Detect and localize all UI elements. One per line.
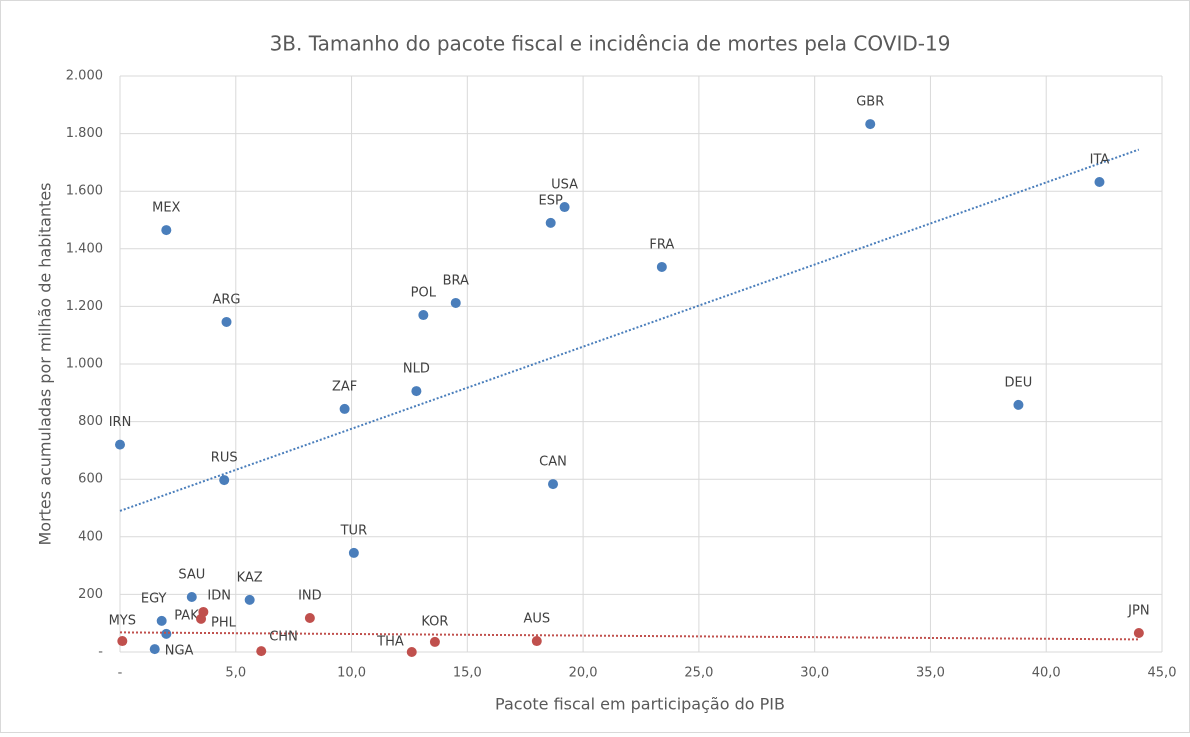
data-label: SAU: [178, 567, 205, 582]
point: [244, 594, 255, 605]
y-tick-label: 200: [78, 587, 103, 602]
point: [304, 613, 315, 624]
data-label: IRN: [109, 415, 132, 430]
data-label: THA: [376, 635, 404, 650]
x-tick-label: 5,0: [225, 666, 246, 681]
trendline: [119, 148, 1140, 512]
data-label: USA: [551, 178, 578, 193]
point: [186, 591, 197, 602]
data-label: RUS: [211, 451, 238, 466]
data-label: CAN: [539, 455, 567, 470]
point: [161, 628, 172, 639]
x-tick-label: -: [118, 666, 123, 681]
point: [411, 386, 422, 397]
x-tick-label: 15,0: [453, 666, 482, 681]
point: [548, 479, 559, 490]
point: [115, 439, 125, 450]
point: [348, 547, 359, 558]
x-axis-title: Pacote fiscal em participação do PIB: [495, 695, 785, 714]
y-axis-title: Mortes acumuladas por milhão de habitant…: [36, 182, 55, 545]
data-label: TUR: [340, 523, 368, 538]
point: [221, 316, 232, 327]
x-tick-label: 30,0: [800, 666, 829, 681]
data-label: DEU: [1005, 375, 1033, 390]
point: [256, 646, 267, 657]
trendline: [119, 631, 1139, 641]
data-label: PHL: [211, 615, 237, 630]
y-tick-label: 1.600: [66, 184, 103, 199]
point: [1094, 176, 1105, 187]
y-tick-label: 2.000: [66, 69, 103, 84]
data-label: CHN: [269, 630, 298, 645]
data-label: ESP: [539, 193, 563, 208]
point: [450, 297, 461, 308]
data-label: IND: [298, 589, 322, 604]
y-tick-label: 1.000: [66, 357, 103, 372]
point: [149, 644, 160, 655]
chart-title: 3B. Tamanho do pacote fiscal e incidênci…: [270, 32, 951, 56]
point: [219, 475, 230, 486]
point: [429, 636, 440, 647]
data-label: AUS: [523, 612, 550, 627]
data-label: BRA: [443, 273, 469, 288]
y-tick-label: 600: [78, 472, 103, 487]
y-tick-label: 1.800: [66, 126, 103, 141]
x-tick-label: 25,0: [684, 666, 713, 681]
point: [559, 202, 570, 213]
data-label: EGY: [141, 591, 167, 606]
point: [117, 636, 128, 647]
data-label: KOR: [421, 614, 448, 629]
data-label: KAZ: [237, 570, 263, 585]
x-tick-label: 10,0: [337, 666, 366, 681]
data-label: ITA: [1090, 152, 1110, 167]
x-tick-label: 40,0: [1032, 666, 1061, 681]
y-tick-label: 1.400: [66, 241, 103, 256]
point: [196, 613, 207, 624]
y-tick-label: 400: [78, 529, 103, 544]
point: [1133, 627, 1144, 638]
y-tick-label: 1.200: [66, 299, 103, 314]
point: [1013, 399, 1024, 410]
data-label: ZAF: [332, 379, 357, 394]
data-label: PAK: [174, 608, 199, 623]
data-label: NGA: [165, 644, 194, 659]
data-label: MYS: [109, 614, 136, 629]
data-label: MEX: [152, 201, 180, 216]
data-label: POL: [411, 286, 437, 301]
x-tick-label: 20,0: [569, 666, 598, 681]
point: [865, 119, 876, 130]
point: [656, 261, 667, 272]
point: [545, 217, 556, 228]
point: [418, 310, 429, 321]
point: [339, 403, 350, 414]
x-tick-label: 45,0: [1148, 666, 1177, 681]
point: [406, 647, 417, 657]
y-tick-label: 800: [78, 414, 103, 429]
x-tick-label: 35,0: [916, 666, 945, 681]
data-label: NLD: [403, 362, 430, 377]
data-label: ARG: [213, 292, 241, 307]
data-label: GBR: [856, 95, 884, 110]
data-label: FRA: [649, 237, 674, 252]
point: [531, 636, 542, 647]
point: [156, 615, 167, 626]
data-label: JPN: [1127, 603, 1149, 618]
data-label: IDN: [207, 588, 231, 603]
point: [161, 225, 172, 236]
y-tick-label: -: [98, 645, 103, 660]
